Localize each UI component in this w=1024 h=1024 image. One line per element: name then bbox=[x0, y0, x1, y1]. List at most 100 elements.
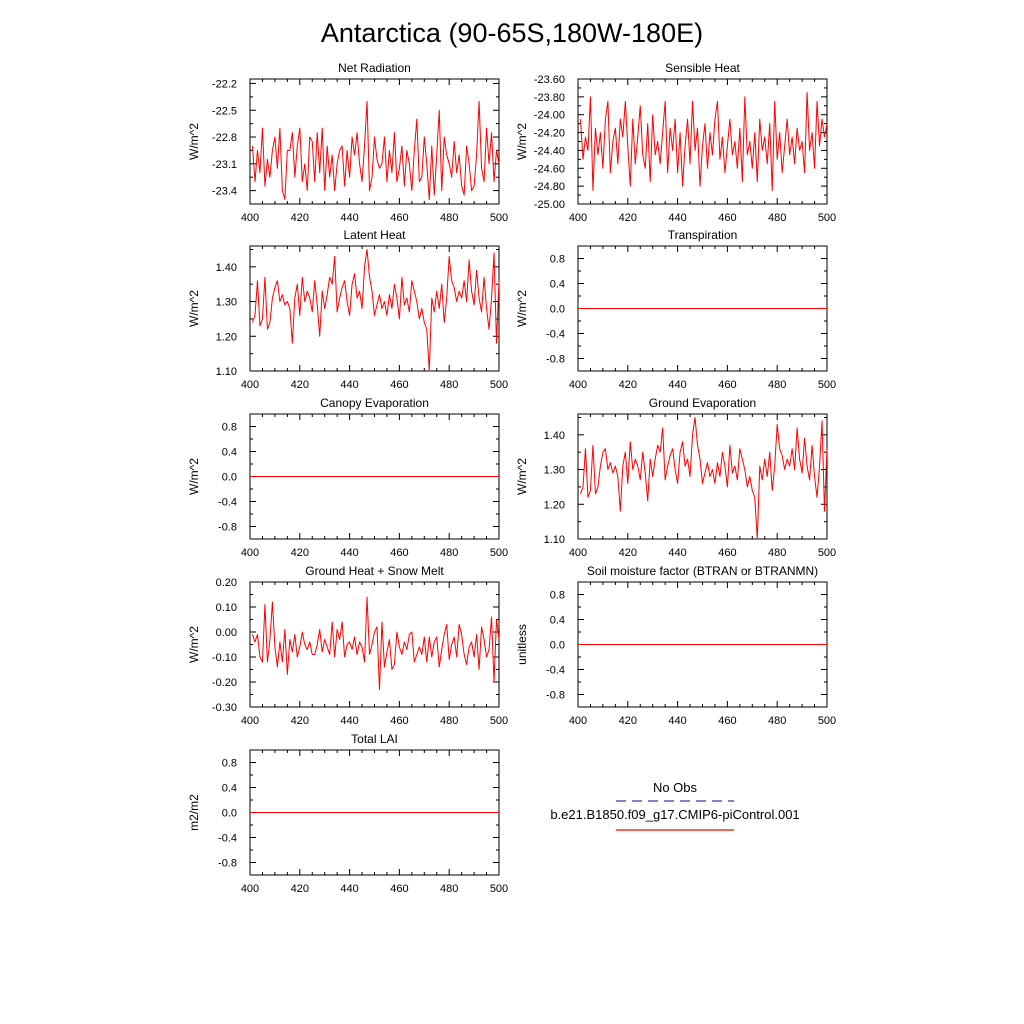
y-tick-label: -24.60 bbox=[534, 163, 565, 175]
y-tick-label: 0.4 bbox=[550, 615, 565, 627]
series-line bbox=[252, 248, 500, 372]
panel-title: Ground Heat + Snow Melt bbox=[305, 564, 444, 578]
x-tick-label: 500 bbox=[818, 212, 836, 224]
x-tick-label: 460 bbox=[390, 212, 408, 224]
y-tick-label: 0.0 bbox=[222, 472, 237, 484]
x-tick-label: 440 bbox=[340, 547, 358, 559]
series-line bbox=[252, 596, 500, 690]
y-tick-label: 0.0 bbox=[222, 808, 237, 820]
y-tick-label: -22.8 bbox=[212, 132, 237, 144]
x-tick-label: 480 bbox=[440, 547, 458, 559]
y-tick-label: 0.0 bbox=[550, 640, 565, 652]
y-tick-label: -22.5 bbox=[212, 105, 237, 117]
y-tick-label: -25.00 bbox=[534, 199, 565, 211]
y-axis-label: W/m^2 bbox=[187, 458, 201, 495]
x-tick-label: 460 bbox=[718, 212, 736, 224]
x-tick-label: 480 bbox=[440, 212, 458, 224]
y-tick-label: -24.20 bbox=[534, 128, 565, 140]
x-tick-label: 500 bbox=[818, 379, 836, 391]
x-tick-label: 480 bbox=[440, 883, 458, 895]
x-tick-label: 420 bbox=[619, 547, 637, 559]
y-tick-label: 0.00 bbox=[216, 627, 237, 639]
x-tick-label: 420 bbox=[619, 715, 637, 727]
panel-title: Sensible Heat bbox=[665, 61, 740, 75]
x-tick-label: 420 bbox=[291, 547, 309, 559]
y-tick-label: -24.00 bbox=[534, 110, 565, 122]
panel-8: 400 420 440 460 480 500 0.8 0.4 0.0 -0.4 -0.8 Soil … bbox=[515, 564, 836, 727]
x-tick-label: 440 bbox=[340, 883, 358, 895]
x-tick-label: 400 bbox=[241, 547, 259, 559]
legend-obs-label: No Obs bbox=[653, 780, 698, 795]
x-tick-label: 440 bbox=[668, 212, 686, 224]
x-tick-label: 400 bbox=[569, 715, 587, 727]
y-tick-label: -0.30 bbox=[212, 702, 237, 714]
x-tick-label: 500 bbox=[818, 547, 836, 559]
y-tick-label: 0.4 bbox=[222, 447, 237, 459]
x-tick-label: 500 bbox=[490, 379, 508, 391]
x-tick-label: 460 bbox=[718, 379, 736, 391]
y-tick-label: 1.40 bbox=[544, 430, 565, 442]
series-line bbox=[580, 416, 828, 540]
x-tick-label: 400 bbox=[569, 547, 587, 559]
y-tick-label: -0.8 bbox=[546, 354, 565, 366]
x-tick-label: 480 bbox=[440, 379, 458, 391]
x-tick-label: 500 bbox=[818, 715, 836, 727]
x-tick-label: 480 bbox=[440, 715, 458, 727]
y-tick-label: -22.2 bbox=[212, 78, 237, 90]
y-tick-label: 1.40 bbox=[216, 262, 237, 274]
panels: 400 420 440 460 480 500 -22.2 -22.5 -22.8 -23.1 -2… bbox=[187, 61, 836, 895]
x-tick-label: 460 bbox=[718, 715, 736, 727]
panel-9: 400 420 440 460 480 500 0.8 0.4 0.0 -0.4 -0.8 Total… bbox=[187, 732, 508, 895]
x-tick-label: 420 bbox=[619, 212, 637, 224]
y-axis-label: W/m^2 bbox=[187, 290, 201, 327]
y-axis-label: W/m^2 bbox=[515, 123, 529, 160]
y-tick-label: 1.10 bbox=[216, 366, 237, 378]
series-line bbox=[579, 91, 828, 192]
panel-6: 400 420 440 460 480 500 1.10 1.20 1.30 1.40 Ground… bbox=[515, 396, 836, 559]
x-tick-label: 460 bbox=[390, 883, 408, 895]
panel-2: 400 420 440 460 480 500 -23.60 -23.80 -24.00 -24.… bbox=[515, 61, 836, 224]
y-tick-label: 1.30 bbox=[216, 297, 237, 309]
x-tick-label: 460 bbox=[718, 547, 736, 559]
y-tick-label: -23.4 bbox=[212, 186, 237, 198]
y-tick-label: -0.4 bbox=[546, 329, 565, 341]
y-tick-label: -23.80 bbox=[534, 92, 565, 104]
panel-title: Canopy Evaporation bbox=[320, 396, 429, 410]
figure-title: Antarctica (90-65S,180W-180E) bbox=[321, 18, 703, 48]
panel-5: 400 420 440 460 480 500 0.8 0.4 0.0 -0.4 -0.8 Canop… bbox=[187, 396, 508, 559]
y-tick-label: -0.10 bbox=[212, 652, 237, 664]
panel-title: Latent Heat bbox=[343, 228, 406, 242]
y-tick-label: 0.4 bbox=[550, 279, 565, 291]
y-axis-label: W/m^2 bbox=[515, 458, 529, 495]
panel-title: Transpiration bbox=[668, 228, 738, 242]
panel-title: Ground Evaporation bbox=[649, 396, 756, 410]
x-tick-label: 400 bbox=[241, 883, 259, 895]
panel-title: Net Radiation bbox=[338, 61, 411, 75]
y-axis-label: W/m^2 bbox=[187, 626, 201, 663]
x-tick-label: 460 bbox=[390, 379, 408, 391]
panel-7: 400 420 440 460 480 500 0.20 0.10 0.00 -0.10 -0.20… bbox=[187, 564, 508, 727]
panel-4: 400 420 440 460 480 500 0.8 0.4 0.0 -0.4 -0.8 Trans… bbox=[515, 228, 836, 391]
y-tick-label: 0.8 bbox=[222, 422, 237, 434]
x-tick-label: 480 bbox=[768, 379, 786, 391]
x-tick-label: 420 bbox=[291, 212, 309, 224]
panel-3: 400 420 440 460 480 500 1.10 1.20 1.30 1.40 Latent… bbox=[187, 228, 508, 391]
y-tick-label: 1.20 bbox=[216, 331, 237, 343]
x-tick-label: 400 bbox=[569, 212, 587, 224]
y-tick-label: 0.20 bbox=[216, 577, 237, 589]
x-tick-label: 420 bbox=[291, 379, 309, 391]
x-tick-label: 480 bbox=[768, 715, 786, 727]
x-tick-label: 420 bbox=[291, 883, 309, 895]
y-tick-label: 0.10 bbox=[216, 602, 237, 614]
y-tick-label: -24.40 bbox=[534, 145, 565, 157]
x-tick-label: 460 bbox=[390, 715, 408, 727]
x-tick-label: 500 bbox=[490, 715, 508, 727]
y-tick-label: -0.8 bbox=[546, 690, 565, 702]
y-tick-label: 0.0 bbox=[550, 304, 565, 316]
series-line bbox=[251, 100, 500, 201]
y-tick-label: 1.20 bbox=[544, 499, 565, 511]
y-axis-label: W/m^2 bbox=[515, 290, 529, 327]
x-tick-label: 480 bbox=[768, 547, 786, 559]
y-tick-label: -0.20 bbox=[212, 677, 237, 689]
